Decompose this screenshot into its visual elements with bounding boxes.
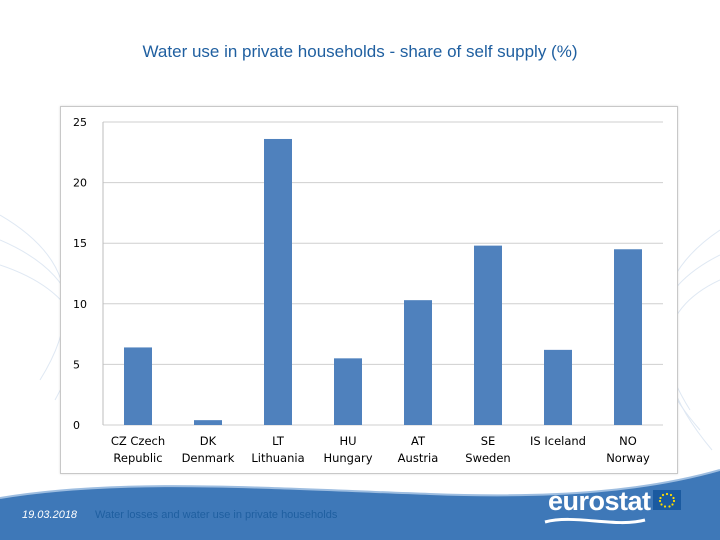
logo-wordmark: eurostat: [548, 486, 651, 516]
x-category-label: Republic: [113, 451, 162, 465]
x-category-label: Lithuania: [251, 451, 304, 465]
x-category-label: Sweden: [465, 451, 510, 465]
eu-flag-icon: [653, 490, 681, 510]
x-category-label: Austria: [398, 451, 439, 465]
y-tick-label: 15: [73, 237, 87, 250]
x-category-label: Norway: [606, 451, 650, 465]
y-tick-label: 0: [73, 419, 80, 432]
slide-title: Water use in private households - share …: [142, 42, 578, 61]
x-category-label: SE: [481, 434, 496, 448]
bar-chart: 0 5 10 15 20 25 CZ Czech Republic DK Denmark LT Lit…: [73, 116, 663, 465]
bar: [124, 347, 152, 425]
bar: [334, 358, 362, 425]
x-category-label: CZ Czech: [111, 434, 165, 448]
x-category-label: IS Iceland: [530, 434, 586, 448]
footer-date: 19.03.2018: [22, 509, 78, 521]
y-tick-label: 5: [73, 358, 80, 371]
footer-band-edge: [0, 469, 720, 499]
x-category-label: LT: [272, 434, 285, 448]
y-tick-label: 10: [73, 298, 87, 311]
x-category-label: NO: [619, 434, 637, 448]
x-category-label: Denmark: [182, 451, 235, 465]
bar: [474, 245, 502, 425]
bar: [404, 300, 432, 425]
y-tick-label: 20: [73, 177, 87, 190]
bar: [614, 249, 642, 425]
eu-stars: [658, 492, 676, 509]
chart-frame: 0 5 10 15 20 25 CZ Czech Republic DK Denmark LT Lit…: [60, 106, 678, 474]
x-category-label: DK: [200, 434, 217, 448]
x-category-label: HU: [339, 434, 356, 448]
bar: [544, 349, 572, 425]
footer-text: Water losses and water use in private ho…: [95, 509, 338, 521]
logo-swoosh: [544, 517, 646, 525]
decorative-swirl: [0, 214, 66, 381]
x-category-label: AT: [411, 434, 426, 448]
bar: [264, 138, 292, 425]
bar: [194, 420, 222, 425]
footer-band: [0, 470, 720, 540]
y-tick-label: 25: [73, 116, 87, 129]
eurostat-logo: [544, 490, 681, 525]
x-category-label: Hungary: [323, 451, 372, 465]
